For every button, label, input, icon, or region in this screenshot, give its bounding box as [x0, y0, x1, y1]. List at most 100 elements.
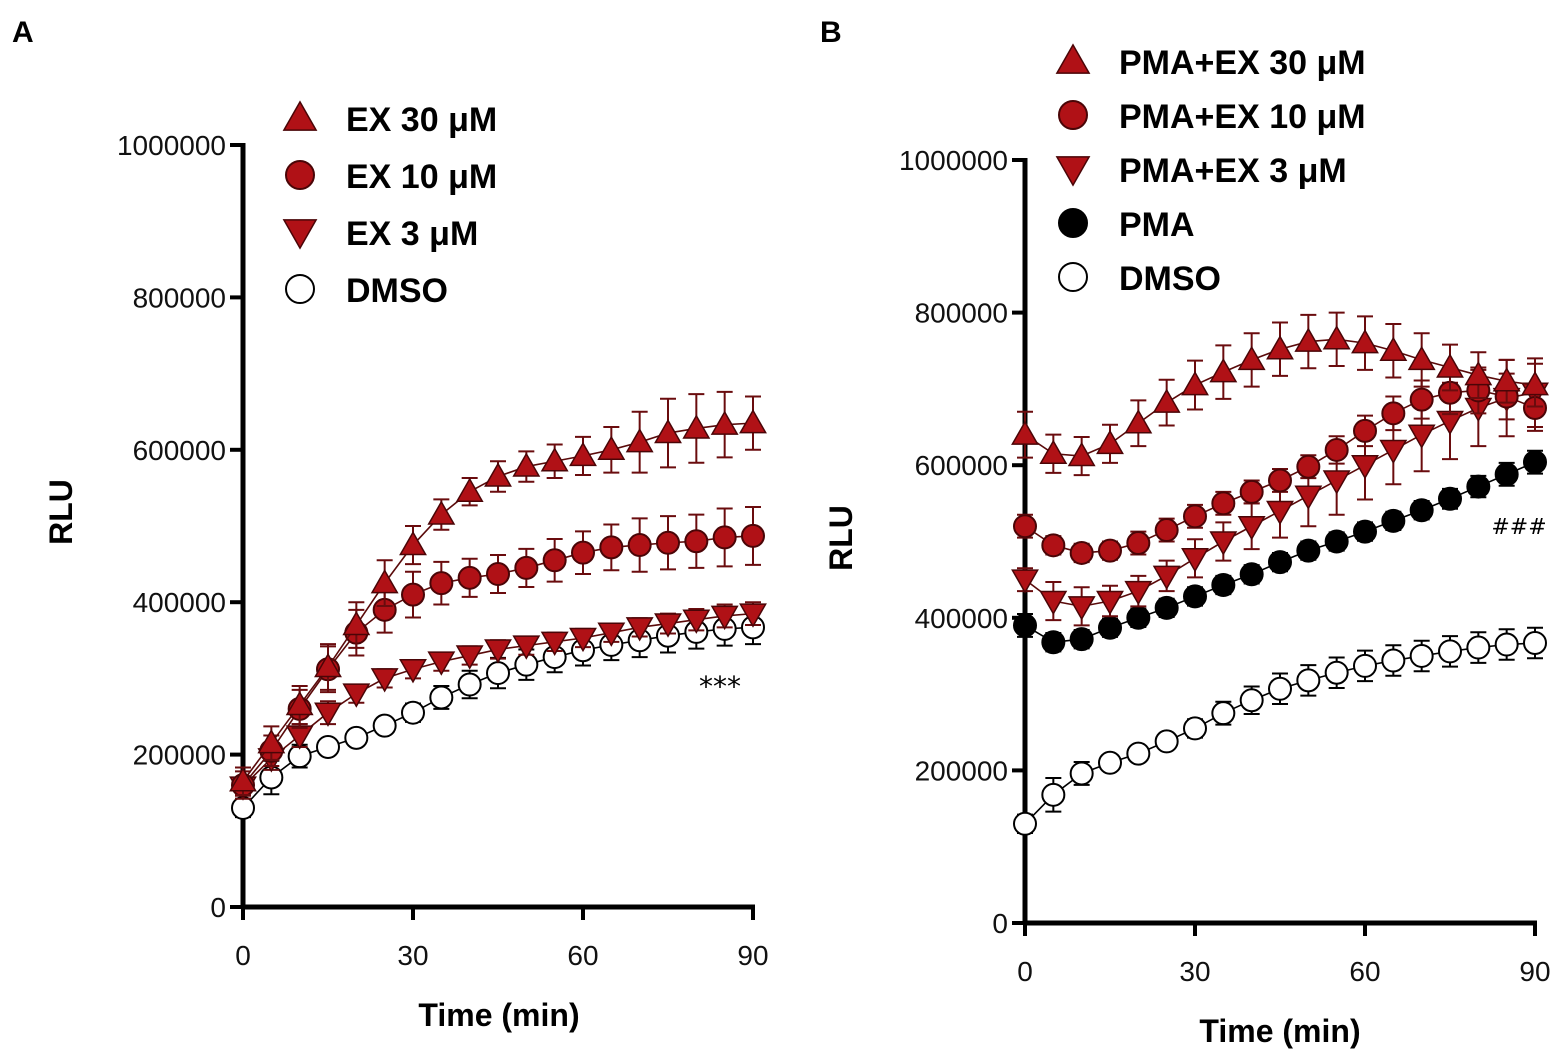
- data-point: [1152, 388, 1181, 413]
- data-point: [399, 659, 427, 684]
- x-tick-label: 90: [1519, 956, 1550, 987]
- data-point: [571, 540, 595, 565]
- data-point: [1098, 615, 1122, 640]
- data-point: [1239, 562, 1264, 587]
- y-tick-label: 800000: [133, 282, 226, 313]
- data-point: [372, 713, 397, 738]
- data-point: [1183, 584, 1207, 609]
- panel-a: A 0 200000 400000 600000 800000 1000000 0 30 60 9…: [12, 16, 769, 1033]
- data-point: [401, 582, 425, 607]
- data-point: [429, 571, 454, 596]
- data-point: [486, 661, 510, 686]
- data-point: [1239, 688, 1264, 713]
- data-point: [1353, 418, 1377, 443]
- data-point: [1407, 345, 1436, 371]
- data-point: [1181, 370, 1209, 396]
- data-point: [285, 690, 314, 716]
- data-point: [1353, 653, 1377, 678]
- legend-label: DMSO: [346, 272, 448, 310]
- data-point: [1381, 401, 1406, 426]
- x-tick-label: 90: [737, 940, 768, 971]
- data-point: [569, 441, 597, 467]
- data-point: [484, 639, 512, 664]
- data-point: [739, 603, 767, 628]
- x-tick-label: 30: [397, 940, 428, 971]
- legend-marker: [1058, 262, 1088, 292]
- data-point: [1268, 676, 1292, 701]
- data-point: [1379, 336, 1408, 361]
- data-point: [1041, 630, 1066, 655]
- data-point: [569, 627, 597, 653]
- data-point: [1351, 454, 1379, 480]
- data-point: [1438, 639, 1462, 664]
- data-point: [1013, 613, 1037, 638]
- y-tick-label: 400000: [133, 587, 226, 618]
- data-point: [1069, 627, 1094, 652]
- legend-label: PMA+EX 30 μM: [1119, 44, 1366, 82]
- legend-marker: [1058, 100, 1088, 130]
- data-point: [1266, 500, 1294, 526]
- data-point: [1322, 470, 1351, 495]
- data-point: [344, 725, 369, 750]
- data-point: [1209, 357, 1238, 383]
- data-point: [1322, 325, 1351, 350]
- data-point: [1183, 504, 1207, 529]
- data-point: [1407, 424, 1436, 449]
- data-point: [1268, 550, 1292, 575]
- data-point: [1211, 572, 1236, 597]
- data-point: [654, 613, 682, 638]
- legend-marker: [285, 274, 315, 304]
- data-point: [1381, 508, 1406, 533]
- data-point: [1096, 429, 1124, 455]
- series-ex-30-m: [229, 390, 767, 796]
- legend-label: EX 30 μM: [346, 101, 497, 139]
- data-point: [1266, 335, 1294, 360]
- data-point: [1296, 668, 1321, 693]
- data-point: [1096, 590, 1124, 616]
- y-tick-label: 1000000: [899, 145, 1008, 176]
- data-point: [710, 410, 739, 435]
- data-point: [1154, 729, 1179, 754]
- legend-marker: [1055, 156, 1091, 187]
- y-tick-label: 1000000: [117, 130, 226, 161]
- panel-b-ylabel: RLU: [823, 505, 859, 571]
- data-point: [427, 651, 456, 676]
- legend-label: EX 3 μM: [346, 215, 478, 253]
- data-point: [1294, 327, 1323, 352]
- legend-marker: [1055, 43, 1091, 74]
- data-point: [1041, 533, 1066, 558]
- data-point: [455, 645, 484, 670]
- data-point: [1438, 486, 1462, 511]
- data-point: [1154, 595, 1179, 620]
- x-tick-label: 0: [1017, 956, 1033, 987]
- data-point: [682, 609, 711, 634]
- data-point: [1436, 353, 1464, 378]
- data-point: [1381, 648, 1406, 673]
- data-point: [314, 702, 342, 727]
- legend-marker: [282, 100, 318, 131]
- data-point: [1409, 643, 1434, 668]
- data-point: [484, 462, 512, 487]
- data-point: [710, 605, 739, 631]
- data-point: [399, 530, 427, 556]
- x-tick-label: 60: [567, 940, 598, 971]
- data-point: [1126, 531, 1151, 556]
- data-point: [1069, 761, 1094, 786]
- data-point: [1324, 660, 1349, 685]
- data-point: [1124, 580, 1153, 606]
- data-point: [597, 435, 626, 461]
- y-tick-label: 200000: [133, 740, 226, 771]
- data-point: [316, 734, 340, 759]
- legend-label: PMA: [1119, 206, 1195, 244]
- data-point: [656, 530, 680, 555]
- series-pma: [1013, 449, 1547, 655]
- data-point: [257, 729, 286, 754]
- panel-a-plot: 0 200000 400000 600000 800000 1000000 0 30 60 90: [117, 130, 769, 971]
- y-tick-label: 400000: [915, 603, 1008, 634]
- panel-b-xlabel: Time (min): [1199, 1013, 1360, 1049]
- data-point: [1464, 361, 1493, 386]
- legend-marker: [1058, 208, 1088, 238]
- data-point: [1466, 635, 1491, 660]
- data-point: [1296, 454, 1321, 479]
